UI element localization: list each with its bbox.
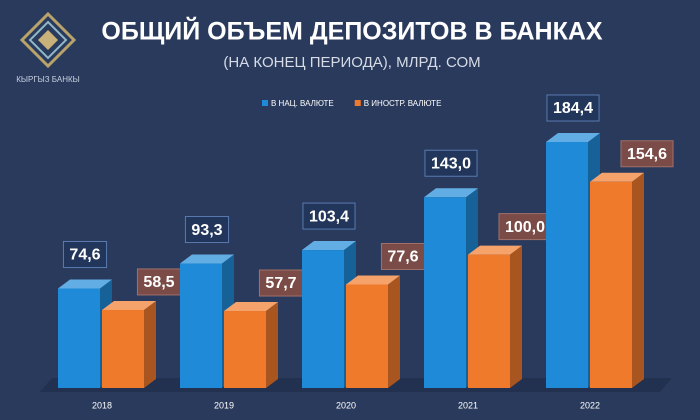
bar-front xyxy=(346,284,388,388)
value-label-box xyxy=(62,240,108,268)
bar-front xyxy=(424,197,466,388)
value-label-box xyxy=(136,268,182,296)
value-label-box xyxy=(184,216,230,244)
value-label: 100,0 xyxy=(505,219,545,236)
chart-subtitle: (НА КОНЕЦ ПЕРИОДА), МЛРД. СОМ xyxy=(223,54,480,71)
legend-swatch xyxy=(354,100,361,106)
value-label: 93,3 xyxy=(191,222,222,239)
bar-top xyxy=(424,188,478,198)
bar xyxy=(590,172,644,388)
legend-swatch xyxy=(262,100,268,106)
bar-front xyxy=(546,142,588,388)
value-label: 143,0 xyxy=(431,155,471,172)
bar-front xyxy=(58,288,100,388)
legend-label: В ИНОСТР. ВАЛЮТЕ xyxy=(364,99,442,108)
bar-side xyxy=(266,302,278,388)
bar-top xyxy=(346,275,400,285)
value-label-box xyxy=(302,202,356,230)
value-label-box xyxy=(258,269,304,297)
value-label: 184,4 xyxy=(553,100,593,117)
bar-top xyxy=(224,302,278,312)
bar xyxy=(102,300,156,388)
bar-front xyxy=(590,181,632,388)
bar-front xyxy=(102,309,144,388)
logo-text: КЫРГЫЗ БАНКЫ xyxy=(16,75,79,84)
value-label-box xyxy=(498,213,552,241)
bar-front xyxy=(180,263,222,388)
bar-side xyxy=(388,275,400,388)
bar xyxy=(224,302,278,388)
legend-label: В НАЦ. ВАЛЮТЕ xyxy=(271,99,334,108)
bar-top xyxy=(58,279,112,289)
bar-side xyxy=(632,172,644,388)
bar-front xyxy=(224,311,266,388)
bar-top xyxy=(302,241,356,251)
bar-top xyxy=(102,300,156,310)
bar-front xyxy=(302,250,344,388)
bar xyxy=(346,275,400,388)
bar-top xyxy=(590,172,644,182)
value-label: 74,6 xyxy=(69,247,100,264)
x-tick-label: 2020 xyxy=(336,400,356,410)
bar-top xyxy=(180,254,234,264)
value-label: 57,7 xyxy=(265,275,296,292)
value-label: 103,4 xyxy=(309,208,349,225)
x-tick-label: 2021 xyxy=(458,400,478,410)
value-label: 58,5 xyxy=(143,274,174,291)
bar xyxy=(468,245,522,388)
value-label-box xyxy=(380,242,426,270)
bar-top xyxy=(546,133,600,142)
bar-side xyxy=(510,245,522,388)
x-tick-label: 2018 xyxy=(92,400,112,410)
bar-side xyxy=(144,300,156,388)
value-label: 154,6 xyxy=(627,146,667,163)
value-label: 77,6 xyxy=(387,249,418,266)
x-tick-label: 2019 xyxy=(214,400,234,410)
x-tick-label: 2022 xyxy=(580,400,600,410)
logo xyxy=(19,11,77,69)
value-label-box xyxy=(620,140,674,168)
bar-front xyxy=(468,254,510,388)
value-label-box xyxy=(546,94,600,122)
bar-top xyxy=(468,245,522,255)
value-label-box xyxy=(424,149,478,177)
chart-title: ОБЩИЙ ОБЪЕМ ДЕПОЗИТОВ В БАНКАХ xyxy=(101,16,602,46)
